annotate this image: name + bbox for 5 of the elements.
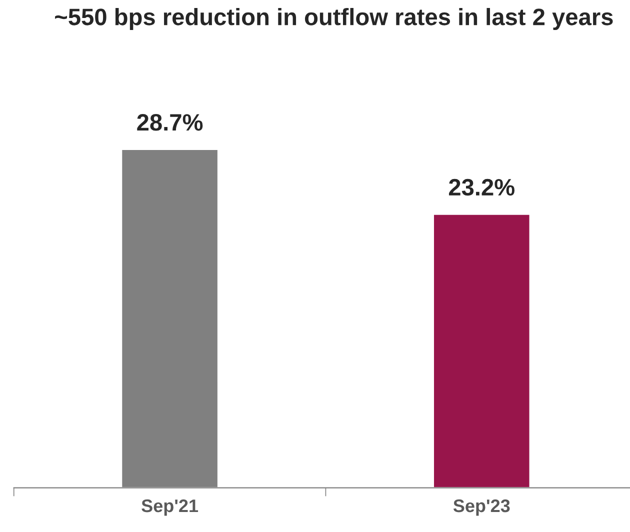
data-label: 28.7% <box>137 114 203 131</box>
chart-title: ~550 bps reduction in outflow rates in last 2 years <box>55 8 613 30</box>
x-tick-label: Sep'23 <box>453 499 510 516</box>
x-tick-label: Sep'21 <box>142 499 198 516</box>
data-label: 23.2% <box>448 178 514 196</box>
